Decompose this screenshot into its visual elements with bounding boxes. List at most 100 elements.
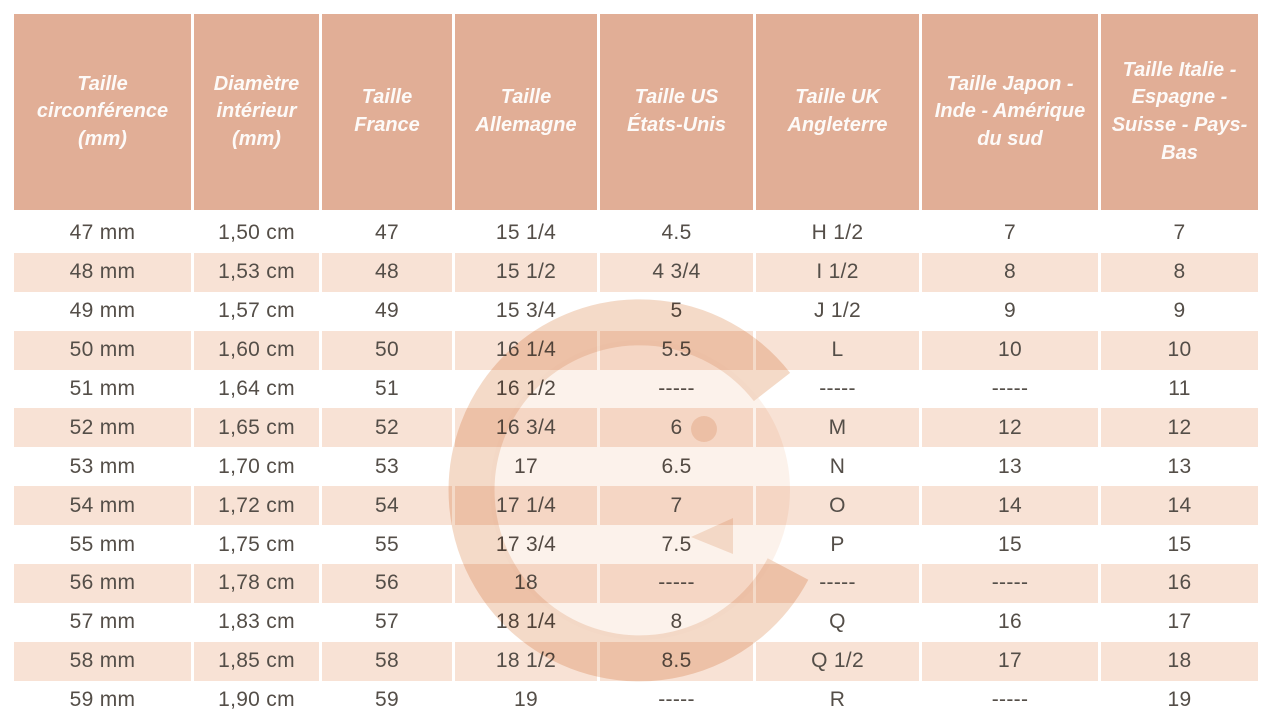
table-cell-r6c7: 12 — [922, 408, 1098, 448]
table-cell-r8c2: 1,72 cm — [194, 486, 319, 526]
table-cell-r1c5: 4.5 — [600, 214, 753, 253]
header-cell-6: Taille UK Angleterre — [756, 14, 919, 210]
table-cell-r4c7: 10 — [922, 330, 1098, 370]
table-cell-r5c4: 16 1/2 — [455, 369, 597, 409]
table-cell-r3c1: 49 mm — [14, 291, 191, 331]
table-cell-r9c5: 7.5 — [600, 525, 753, 565]
table-body: 47 mm 1,50 cm 47 15 1/4 4.5 H 1/2 7 7 48 mm 1,53 … — [14, 214, 1258, 720]
table-cell-r2c5: 4 3/4 — [600, 252, 753, 292]
table-cell-r4c1: 50 mm — [14, 330, 191, 370]
table-cell-r7c8: 13 — [1101, 447, 1258, 487]
table-cell-r4c2: 1,60 cm — [194, 330, 319, 370]
table-cell-r1c1: 47 mm — [14, 214, 191, 253]
table-cell-r1c7: 7 — [922, 214, 1098, 253]
table-cell-r12c7: 17 — [922, 641, 1098, 681]
table-cell-r4c6: L — [756, 330, 919, 370]
table-cell-r6c8: 12 — [1101, 408, 1258, 448]
table-cell-r13c1: 59 mm — [14, 680, 191, 720]
table-cell-r11c3: 57 — [322, 602, 452, 642]
table-cell-r13c6: R — [756, 680, 919, 720]
table-cell-r10c6: ----- — [756, 564, 919, 603]
table-cell-r5c3: 51 — [322, 369, 452, 409]
table-cell-r8c7: 14 — [922, 486, 1098, 526]
table-cell-r5c2: 1,64 cm — [194, 369, 319, 409]
table-cell-r3c4: 15 3/4 — [455, 291, 597, 331]
table-cell-r9c7: 15 — [922, 525, 1098, 565]
ring-size-table: Taille circonférence (mm) Diamètre intéri… — [14, 14, 1258, 720]
table-cell-r13c5: ----- — [600, 680, 753, 720]
table-cell-r6c1: 52 mm — [14, 408, 191, 448]
table-cell-r8c4: 17 1/4 — [455, 486, 597, 526]
table-cell-r12c5: 8.5 — [600, 641, 753, 681]
table-cell-r6c6: M — [756, 408, 919, 448]
header-cell-4: Taille Allemagne — [455, 14, 597, 210]
table-cell-r8c5: 7 — [600, 486, 753, 526]
table-header-row: Taille circonférence (mm) Diamètre intéri… — [14, 14, 1258, 210]
table-cell-r12c8: 18 — [1101, 641, 1258, 681]
table-cell-r11c2: 1,83 cm — [194, 602, 319, 642]
header-cell-3: Taille France — [322, 14, 452, 210]
table-cell-r2c3: 48 — [322, 252, 452, 292]
table-cell-r1c3: 47 — [322, 214, 452, 253]
table-cell-r8c8: 14 — [1101, 486, 1258, 526]
table-cell-r4c5: 5.5 — [600, 330, 753, 370]
table-cell-r10c5: ----- — [600, 564, 753, 603]
table-cell-r3c2: 1,57 cm — [194, 291, 319, 331]
table-cell-r8c3: 54 — [322, 486, 452, 526]
table-cell-r9c3: 55 — [322, 525, 452, 565]
table-cell-r4c8: 10 — [1101, 330, 1258, 370]
table-cell-r8c1: 54 mm — [14, 486, 191, 526]
table-cell-r2c8: 8 — [1101, 252, 1258, 292]
table-cell-r13c3: 59 — [322, 680, 452, 720]
table-cell-r11c7: 16 — [922, 602, 1098, 642]
table-cell-r3c8: 9 — [1101, 291, 1258, 331]
table-cell-r1c4: 15 1/4 — [455, 214, 597, 253]
table-cell-r11c8: 17 — [1101, 602, 1258, 642]
table-cell-r11c1: 57 mm — [14, 602, 191, 642]
table-cell-r9c6: P — [756, 525, 919, 565]
table-cell-r9c2: 1,75 cm — [194, 525, 319, 565]
table-cell-r5c6: ----- — [756, 369, 919, 409]
table-cell-r13c8: 19 — [1101, 680, 1258, 720]
table-cell-r12c4: 18 1/2 — [455, 641, 597, 681]
table-cell-r13c7: ----- — [922, 680, 1098, 720]
table-cell-r7c4: 17 — [455, 447, 597, 487]
table-cell-r7c6: N — [756, 447, 919, 487]
table-cell-r7c2: 1,70 cm — [194, 447, 319, 487]
table-cell-r5c5: ----- — [600, 369, 753, 409]
table-cell-r6c2: 1,65 cm — [194, 408, 319, 448]
header-cell-2: Diamètre intérieur (mm) — [194, 14, 319, 210]
table-cell-r9c8: 15 — [1101, 525, 1258, 565]
table-cell-r13c2: 1,90 cm — [194, 680, 319, 720]
table-cell-r12c2: 1,85 cm — [194, 641, 319, 681]
table-cell-r2c1: 48 mm — [14, 252, 191, 292]
table-cell-r3c5: 5 — [600, 291, 753, 331]
table-cell-r5c7: ----- — [922, 369, 1098, 409]
table-cell-r4c3: 50 — [322, 330, 452, 370]
table-cell-r12c6: Q 1/2 — [756, 641, 919, 681]
table-cell-r1c6: H 1/2 — [756, 214, 919, 253]
header-cell-8: Taille Italie - Espagne - Suisse - Pays-… — [1101, 14, 1258, 210]
table-cell-r7c3: 53 — [322, 447, 452, 487]
table-cell-r3c6: J 1/2 — [756, 291, 919, 331]
table-cell-r9c4: 17 3/4 — [455, 525, 597, 565]
header-cell-7: Taille Japon - Inde - Amérique du sud — [922, 14, 1098, 210]
table-cell-r5c8: 11 — [1101, 369, 1258, 409]
table-cell-r4c4: 16 1/4 — [455, 330, 597, 370]
table-cell-r6c3: 52 — [322, 408, 452, 448]
table-cell-r3c3: 49 — [322, 291, 452, 331]
table-cell-r3c7: 9 — [922, 291, 1098, 331]
table-cell-r11c4: 18 1/4 — [455, 602, 597, 642]
table-cell-r7c7: 13 — [922, 447, 1098, 487]
table-cell-r6c5: 6 — [600, 408, 753, 448]
table-cell-r2c6: I 1/2 — [756, 252, 919, 292]
header-cell-5: Taille US États-Unis — [600, 14, 753, 210]
header-cell-1: Taille circonférence (mm) — [14, 14, 191, 210]
table-cell-r10c1: 56 mm — [14, 564, 191, 603]
table-cell-r10c8: 16 — [1101, 564, 1258, 603]
table-cell-r7c5: 6.5 — [600, 447, 753, 487]
table-cell-r12c1: 58 mm — [14, 641, 191, 681]
table-cell-r8c6: O — [756, 486, 919, 526]
table-cell-r2c4: 15 1/2 — [455, 252, 597, 292]
